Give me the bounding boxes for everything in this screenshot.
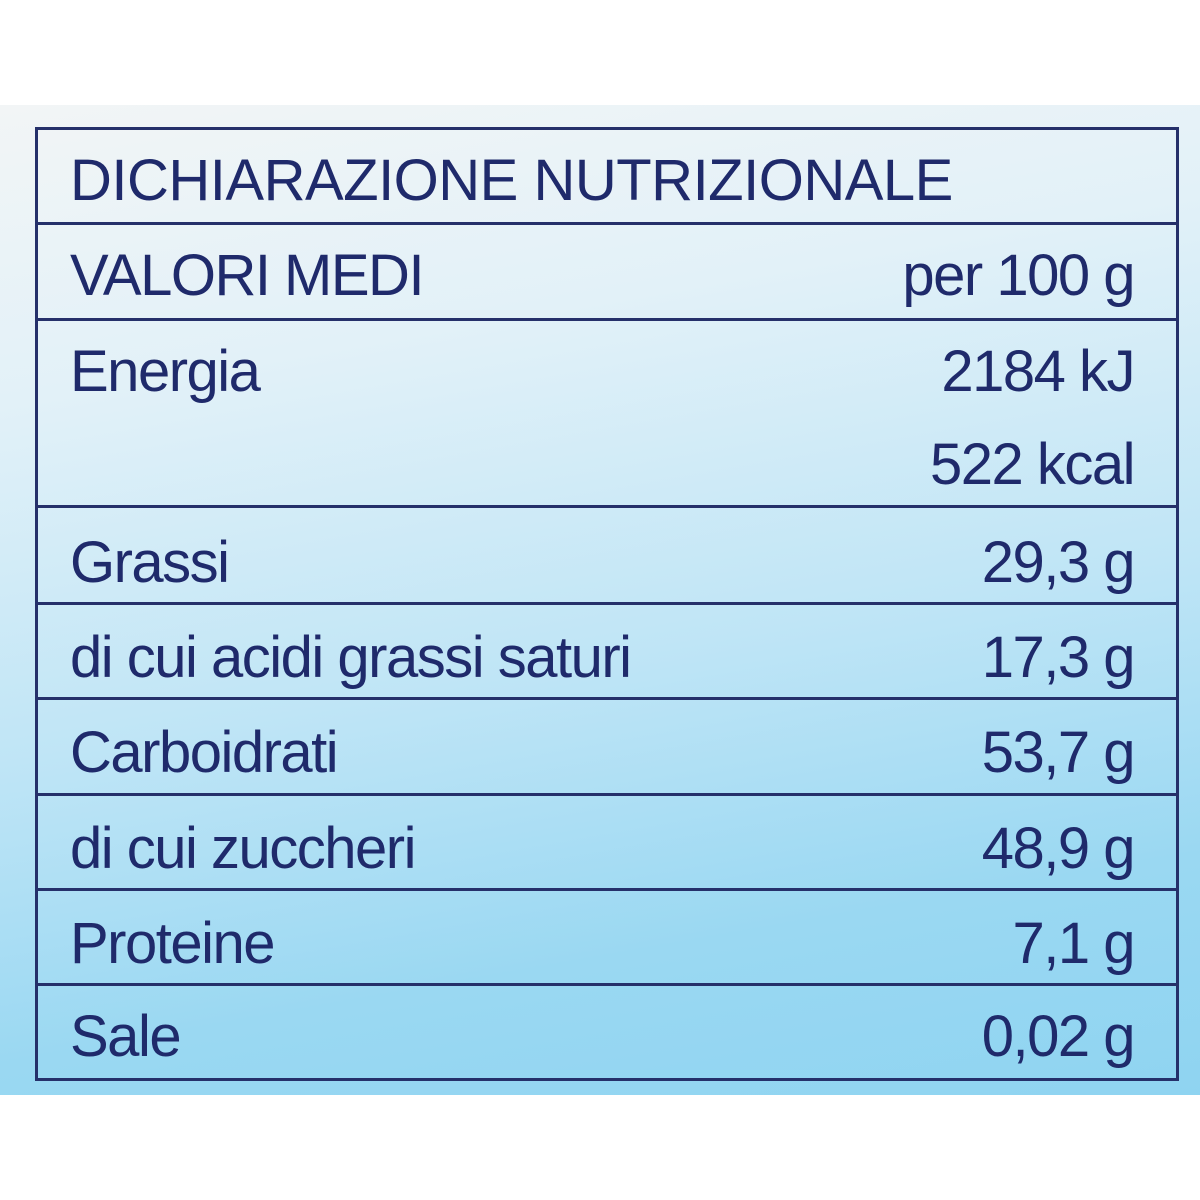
row-label: Sale <box>70 1004 182 1069</box>
table-row: di cui zuccheri 48,9 g <box>38 796 1176 891</box>
row-value: 53,7 g <box>981 720 1136 785</box>
table-row: Grassi 29,3 g <box>38 508 1176 605</box>
table-row: Carboidrati 53,7 g <box>38 700 1176 796</box>
nutrition-table: DICHIARAZIONE NUTRIZIONALE VALORI MEDI p… <box>35 127 1179 1081</box>
row-label: Carboidrati <box>70 720 339 785</box>
energy-kcal: 522 kcal <box>929 432 1136 497</box>
header-row: VALORI MEDI per 100 g <box>38 225 1176 321</box>
label-background <box>0 105 1200 1095</box>
header-label: VALORI MEDI <box>70 243 425 308</box>
row-label: Proteine <box>70 911 276 976</box>
row-value: 29,3 g <box>981 530 1136 595</box>
row-value: 17,3 g <box>981 625 1136 690</box>
title-row: DICHIARAZIONE NUTRIZIONALE <box>38 130 1176 225</box>
row-value: 48,9 g <box>981 816 1136 881</box>
table-row: di cui acidi grassi saturi 17,3 g <box>38 605 1176 700</box>
table-title: DICHIARAZIONE NUTRIZIONALE <box>70 148 953 213</box>
row-label: Grassi <box>70 530 230 595</box>
row-value: 0,02 g <box>981 1004 1136 1069</box>
table-row: Proteine 7,1 g <box>38 891 1176 986</box>
energy-row: Energia 2184 kJ 522 kcal <box>38 321 1176 508</box>
table-row: Sale 0,02 g <box>38 986 1176 1078</box>
energy-kj: 2184 kJ <box>941 339 1135 404</box>
header-value: per 100 g <box>902 243 1135 308</box>
row-value: 7,1 g <box>1012 911 1136 976</box>
energy-label: Energia <box>70 339 261 404</box>
row-label: di cui acidi grassi saturi <box>70 625 632 690</box>
row-label: di cui zuccheri <box>70 816 416 881</box>
